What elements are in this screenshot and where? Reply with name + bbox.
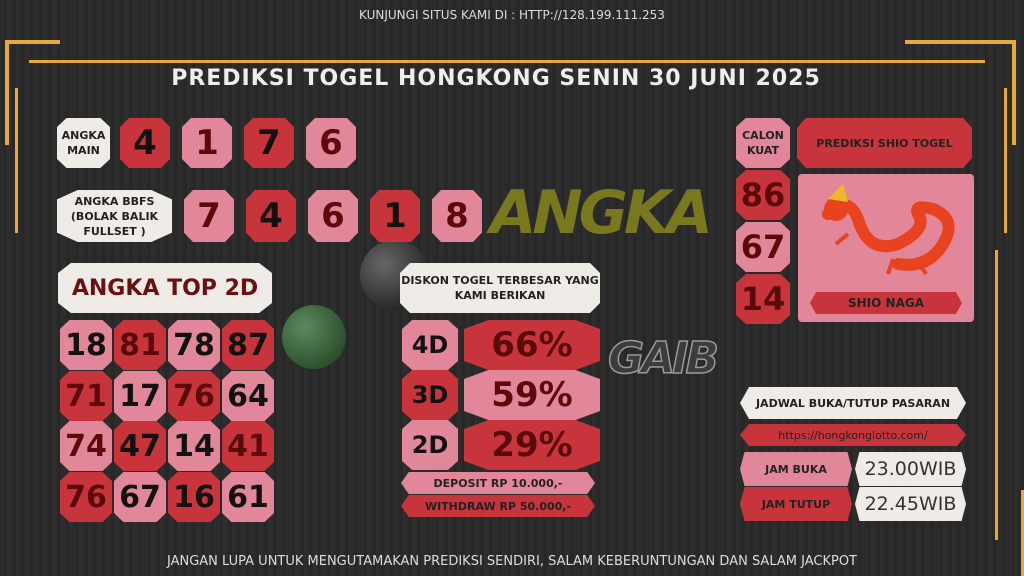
calon-kuat-label: CALON KUAT [736, 118, 790, 168]
shio-card: SHIO NAGA [798, 174, 974, 322]
angka-main-number: 4 [120, 118, 170, 168]
bbfs-number: 6 [308, 190, 358, 242]
title-line [29, 60, 985, 63]
angka-main-number: 1 [182, 118, 232, 168]
top2d-number: 87 [222, 320, 274, 370]
top2d-number: 47 [114, 421, 166, 471]
jam-tutup-value: 22.45WIB [855, 487, 966, 521]
top2d-number: 16 [168, 472, 220, 522]
calon-kuat-number: 86 [736, 170, 790, 220]
top2d-number: 64 [222, 371, 274, 421]
bbfs-number: 4 [246, 190, 296, 242]
bbfs-number: 7 [184, 190, 234, 242]
corner-frame [5, 40, 9, 145]
deposit-info: DEPOSIT RP 10.000,- [401, 472, 595, 494]
top2d-number: 18 [60, 320, 112, 370]
side-line [15, 88, 18, 233]
diskon-percent: 66% [464, 320, 600, 370]
top2d-number: 41 [222, 421, 274, 471]
site-url-text: KUNJUNGI SITUS KAMI DI : HTTP://128.199.… [359, 8, 665, 22]
top2d-number: 76 [60, 472, 112, 522]
shio-title: PREDIKSI SHIO TOGEL [797, 118, 972, 168]
side-line [1004, 88, 1007, 233]
calon-kuat-number: 67 [736, 222, 790, 272]
watermark-logo-outline: GAIB [607, 332, 720, 385]
diskon-type: 2D [402, 420, 458, 470]
shio-name: SHIO NAGA [810, 292, 962, 314]
corner-frame [905, 40, 1015, 44]
corner-frame [1012, 40, 1016, 145]
diskon-type: 3D [402, 370, 458, 420]
billiard-ball-icon [282, 305, 346, 369]
jam-buka-label: JAM BUKA [740, 452, 852, 486]
jadwal-title: JADWAL BUKA/TUTUP PASARAN [740, 387, 966, 419]
angka-main-number: 7 [244, 118, 294, 168]
side-line [995, 250, 998, 540]
footer-text: JANGAN LUPA UNTUK MENGUTAMAKAN PREDIKSI … [166, 554, 857, 569]
page-title: PREDIKSI TOGEL HONGKONG SENIN 30 JUNI 20… [171, 66, 821, 91]
diskon-title: DISKON TOGEL TERBESAR YANG KAMI BERIKAN [400, 263, 600, 313]
top2d-number: 61 [222, 472, 274, 522]
jam-tutup-label: JAM TUTUP [740, 487, 852, 521]
side-line [1021, 490, 1024, 576]
diskon-percent: 59% [464, 370, 600, 420]
pasaran-link[interactable]: https://hongkonglotto.com/ [740, 424, 966, 446]
top2d-number: 17 [114, 371, 166, 421]
corner-frame [5, 40, 60, 44]
dragon-icon [822, 184, 955, 276]
jam-buka-value: 23.00WIB [855, 452, 966, 486]
withdraw-info: WITHDRAW RP 50.000,- [401, 495, 595, 517]
bbfs-number: 1 [370, 190, 420, 242]
top2d-number: 74 [60, 421, 112, 471]
top2d-number: 71 [60, 371, 112, 421]
top2d-number: 81 [114, 320, 166, 370]
top2d-number: 78 [168, 320, 220, 370]
calon-kuat-number: 14 [736, 274, 790, 324]
watermark-logo: ANGKA [490, 178, 713, 248]
bbfs-label: ANGKA BBFS (BOLAK BALIK FULLSET ) [57, 190, 172, 242]
diskon-percent: 29% [464, 420, 600, 470]
top2d-number: 67 [114, 472, 166, 522]
bbfs-number: 8 [432, 190, 482, 242]
diskon-type: 4D [402, 320, 458, 370]
angka-main-number: 6 [306, 118, 356, 168]
top2d-label: ANGKA TOP 2D [58, 263, 272, 313]
top2d-number: 76 [168, 371, 220, 421]
top2d-number: 14 [168, 421, 220, 471]
angka-main-label: ANGKA MAIN [57, 118, 110, 168]
